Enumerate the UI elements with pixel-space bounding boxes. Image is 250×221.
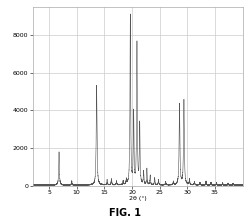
Text: FIG. 1: FIG. 1 — [109, 208, 141, 218]
X-axis label: 2θ (°): 2θ (°) — [128, 196, 146, 201]
